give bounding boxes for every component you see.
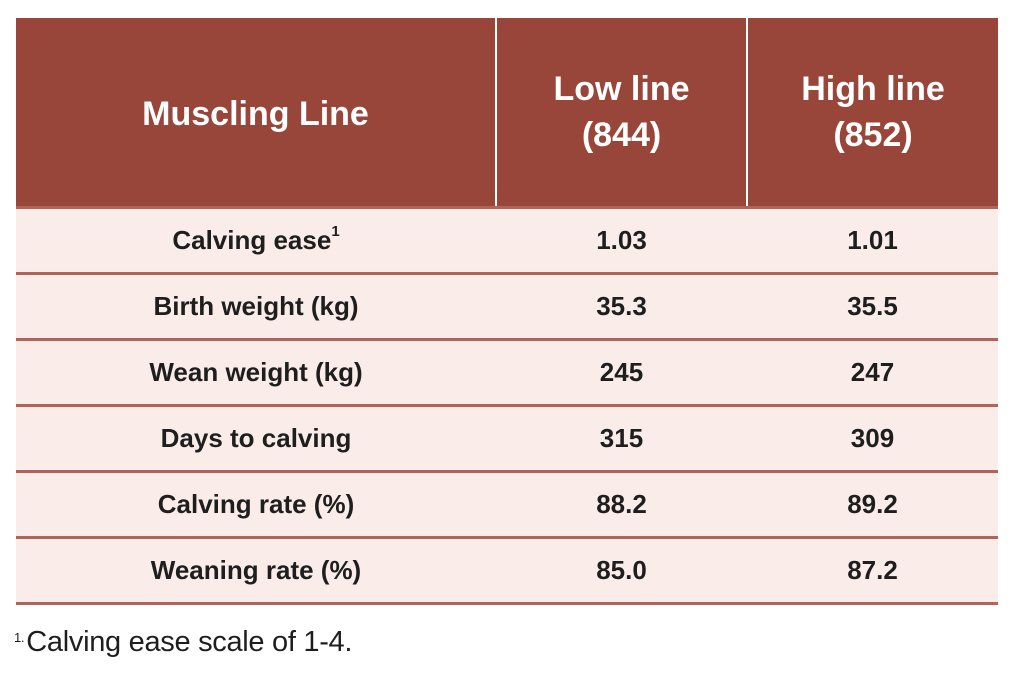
table-body: Calving ease1 1.03 1.01 Birth weight (kg… <box>16 206 998 605</box>
row-label: Weaning rate (%) <box>16 537 496 605</box>
footnote-marker: 1. <box>14 630 25 645</box>
high-line-value: 87.2 <box>747 537 998 605</box>
table-row: Days to calving 315 309 <box>16 405 998 473</box>
table-row: Birth weight (kg) 35.3 35.5 <box>16 273 998 341</box>
low-line-value: 35.3 <box>496 273 747 341</box>
row-label: Days to calving <box>16 405 496 473</box>
header-muscling-line: Muscling Line <box>16 18 496 208</box>
table-header: Muscling Line Low line (844) High line (… <box>16 18 998 208</box>
header-low-line: Low line (844) <box>495 18 747 208</box>
header-low-line-title: Low line <box>553 70 690 108</box>
header-high-line: High line (852) <box>746 18 998 208</box>
row-label: Calving rate (%) <box>16 471 496 539</box>
muscling-line-table: Muscling Line Low line (844) High line (… <box>16 18 998 605</box>
high-line-value: 309 <box>747 405 998 473</box>
header-muscling-line-text: Muscling Line <box>142 95 369 133</box>
high-line-value: 1.01 <box>747 206 998 275</box>
table-row: Calving rate (%) 88.2 89.2 <box>16 471 998 539</box>
low-line-value: 88.2 <box>496 471 747 539</box>
high-line-value: 89.2 <box>747 471 998 539</box>
footnote-ref: 1 <box>331 223 340 240</box>
footnote: 1.Calving ease scale of 1-4. <box>14 626 352 659</box>
header-low-line-count: (844) <box>581 116 662 154</box>
table-row: Wean weight (kg) 245 247 <box>16 339 998 407</box>
header-row: Muscling Line Low line (844) High line (… <box>16 18 998 208</box>
high-line-value: 247 <box>747 339 998 407</box>
footnote-text: Calving ease scale of 1-4. <box>26 626 353 658</box>
row-label: Birth weight (kg) <box>16 273 496 341</box>
low-line-value: 315 <box>496 405 747 473</box>
low-line-value: 85.0 <box>496 537 747 605</box>
header-high-line-title: High line <box>801 70 945 108</box>
low-line-value: 245 <box>496 339 747 407</box>
header-high-line-count: (852) <box>833 116 913 154</box>
high-line-value: 35.5 <box>747 273 998 341</box>
row-label-text: Calving ease <box>172 225 332 255</box>
table-row: Weaning rate (%) 85.0 87.2 <box>16 537 998 605</box>
data-table-container: Muscling Line Low line (844) High line (… <box>16 18 998 605</box>
low-line-value: 1.03 <box>496 206 747 275</box>
row-label: Calving ease1 <box>16 206 496 275</box>
table-row: Calving ease1 1.03 1.01 <box>16 206 998 275</box>
row-label: Wean weight (kg) <box>16 339 496 407</box>
